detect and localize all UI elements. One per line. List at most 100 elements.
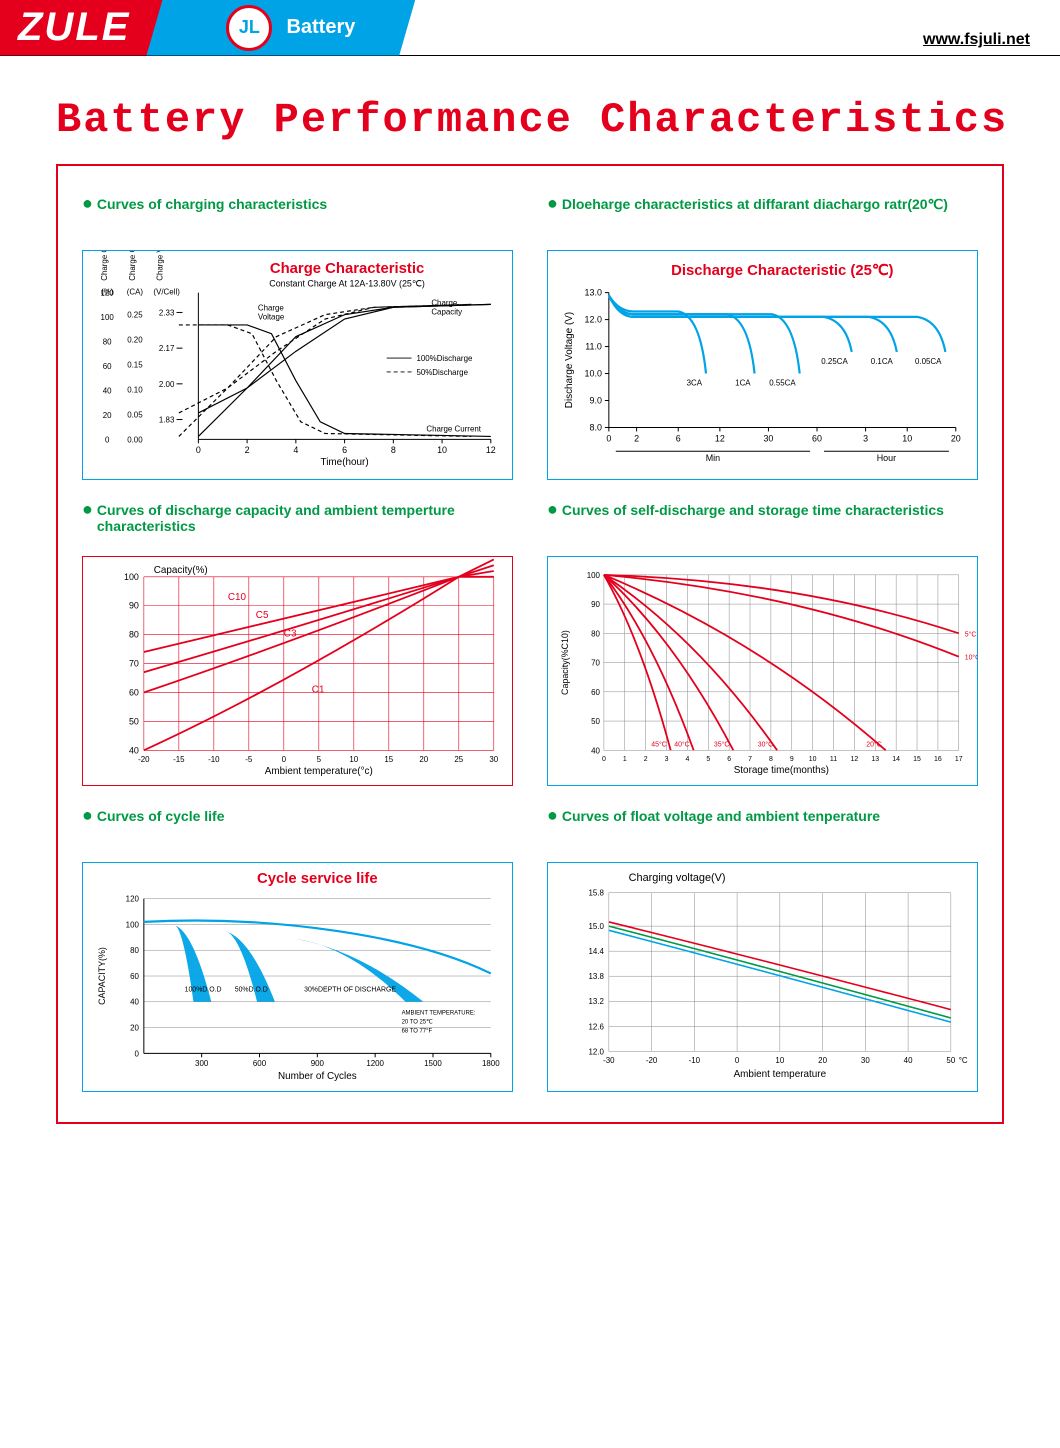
chart-selfdis-caption: ● Curves of self-discharge and storage t… — [547, 502, 978, 538]
svg-text:2.17: 2.17 — [159, 344, 174, 353]
svg-text:80: 80 — [129, 630, 139, 640]
svg-text:0.20: 0.20 — [127, 336, 143, 345]
svg-text:11: 11 — [830, 756, 837, 763]
svg-text:5: 5 — [706, 756, 710, 763]
svg-text:17: 17 — [955, 756, 963, 763]
chart-selfdis-cell: ● Curves of self-discharge and storage t… — [547, 502, 978, 786]
chart-discharge-box: Discharge Characteristic (25℃)Discharge … — [547, 250, 978, 480]
bullet-icon: ● — [82, 502, 93, 516]
svg-text:1: 1 — [623, 756, 627, 763]
svg-text:Capacity: Capacity — [431, 307, 462, 316]
chart-float-caption: ● Curves of float voltage and ambient te… — [547, 808, 978, 844]
svg-text:C10: C10 — [228, 592, 247, 603]
svg-text:15.8: 15.8 — [588, 889, 604, 898]
svg-text:40: 40 — [591, 746, 600, 755]
svg-text:-30: -30 — [603, 1056, 615, 1065]
svg-text:100%Discharge: 100%Discharge — [416, 354, 473, 363]
svg-text:20: 20 — [818, 1056, 827, 1065]
website-url[interactable]: www.fsjuli.net — [923, 31, 1030, 49]
svg-text:0: 0 — [282, 755, 287, 764]
svg-text:10: 10 — [349, 755, 358, 764]
svg-text:Discharge Voltage (V): Discharge Voltage (V) — [564, 312, 575, 408]
logo-text: JL — [239, 17, 260, 38]
svg-text:0: 0 — [606, 433, 611, 443]
logo-icon: JL — [226, 5, 272, 51]
svg-text:1800: 1800 — [482, 1059, 500, 1068]
svg-text:90: 90 — [591, 600, 600, 609]
svg-text:10.0: 10.0 — [585, 368, 602, 378]
svg-text:40°C: 40°C — [674, 740, 689, 748]
svg-text:10: 10 — [902, 433, 912, 443]
svg-text:0: 0 — [602, 756, 606, 763]
svg-text:0: 0 — [105, 435, 110, 444]
svg-text:50: 50 — [946, 1056, 955, 1065]
svg-text:Ambient temperature(°c): Ambient temperature(°c) — [265, 766, 373, 777]
svg-text:0.05CA: 0.05CA — [915, 357, 942, 366]
svg-text:0.05: 0.05 — [127, 410, 143, 419]
chart-cycle-box: Cycle service lifeCAPACITY(%)02040608010… — [82, 862, 513, 1092]
chart-cycle-caption: ● Curves of cycle life — [82, 808, 513, 844]
svg-text:20: 20 — [419, 755, 428, 764]
chart-captemp-box: Capacity(%)-20-15-10-5051015202530405060… — [82, 556, 513, 786]
bullet-icon: ● — [547, 808, 558, 822]
svg-text:14: 14 — [892, 756, 900, 763]
svg-text:30: 30 — [861, 1056, 870, 1065]
svg-text:(CA): (CA) — [127, 288, 144, 297]
svg-text:2: 2 — [644, 756, 648, 763]
chart-float-cell: ● Curves of float voltage and ambient te… — [547, 808, 978, 1092]
svg-text:AMBIENT TEMPERATURE:: AMBIENT TEMPERATURE: — [402, 1011, 476, 1017]
svg-text:13: 13 — [871, 756, 879, 763]
svg-text:-5: -5 — [245, 755, 253, 764]
chart-discharge-cell: ● Dloeharge characteristics at diffarant… — [547, 196, 978, 480]
svg-text:1200: 1200 — [366, 1059, 384, 1068]
svg-text:40: 40 — [129, 745, 139, 755]
svg-text:6: 6 — [342, 445, 347, 455]
svg-text:Time(hour): Time(hour) — [321, 457, 369, 468]
svg-text:1.83: 1.83 — [159, 415, 175, 424]
bullet-icon: ● — [82, 808, 93, 822]
svg-text:15: 15 — [913, 756, 921, 763]
svg-text:0.25: 0.25 — [127, 311, 143, 320]
svg-text:20: 20 — [103, 411, 112, 420]
svg-text:Ambient temperature: Ambient temperature — [734, 1069, 827, 1080]
svg-text:10: 10 — [809, 756, 817, 763]
svg-text:20°C: 20°C — [866, 740, 881, 748]
svg-text:0.00: 0.00 — [127, 435, 143, 444]
svg-text:9.0: 9.0 — [590, 395, 602, 405]
svg-text:Constant Charge At 12A-13.80V: Constant Charge At 12A-13.80V (25℃) — [269, 279, 425, 289]
svg-text:Charge Voltage: Charge Voltage — [156, 251, 165, 281]
svg-text:0: 0 — [735, 1056, 740, 1065]
svg-text:Charge Characteristic: Charge Characteristic — [270, 261, 424, 277]
svg-text:600: 600 — [253, 1059, 267, 1068]
svg-text:-20: -20 — [646, 1056, 658, 1065]
battery-label: Battery — [286, 16, 355, 39]
chart-float-svg: Charging voltage(V)12.012.613.213.814.41… — [548, 863, 977, 1091]
bullet-icon: ● — [547, 196, 558, 210]
svg-text:5°C: 5°C — [965, 630, 977, 638]
chart-discharge-caption: ● Dloeharge characteristics at diffarant… — [547, 196, 978, 232]
svg-text:-15: -15 — [173, 755, 185, 764]
brand-text: ZULE — [18, 5, 130, 50]
svg-text:3CA: 3CA — [687, 378, 703, 387]
svg-text:2: 2 — [245, 445, 250, 455]
svg-text:Hour: Hour — [877, 453, 896, 463]
bullet-icon: ● — [547, 502, 558, 516]
svg-text:30°C: 30°C — [758, 740, 773, 748]
svg-text:0.15: 0.15 — [127, 360, 143, 369]
svg-text:13.2: 13.2 — [588, 997, 603, 1006]
svg-text:Charge Current: Charge Current — [128, 251, 137, 281]
svg-text:13.0: 13.0 — [585, 288, 602, 298]
chart-charge-box: Charge Characteristic Constant Charge At … — [82, 250, 513, 480]
svg-text:6: 6 — [727, 756, 731, 763]
svg-text:100: 100 — [101, 313, 115, 322]
svg-text:12: 12 — [715, 433, 725, 443]
svg-text:60: 60 — [129, 687, 139, 697]
svg-text:30: 30 — [489, 755, 498, 764]
svg-text:8: 8 — [769, 756, 773, 763]
svg-text:50%Discharge: 50%Discharge — [416, 368, 468, 377]
svg-text:7: 7 — [748, 756, 752, 763]
bullet-icon: ● — [82, 196, 93, 210]
svg-text:-10: -10 — [208, 755, 220, 764]
svg-text:Charge: Charge — [431, 299, 458, 308]
svg-text:Charge: Charge — [258, 303, 285, 312]
